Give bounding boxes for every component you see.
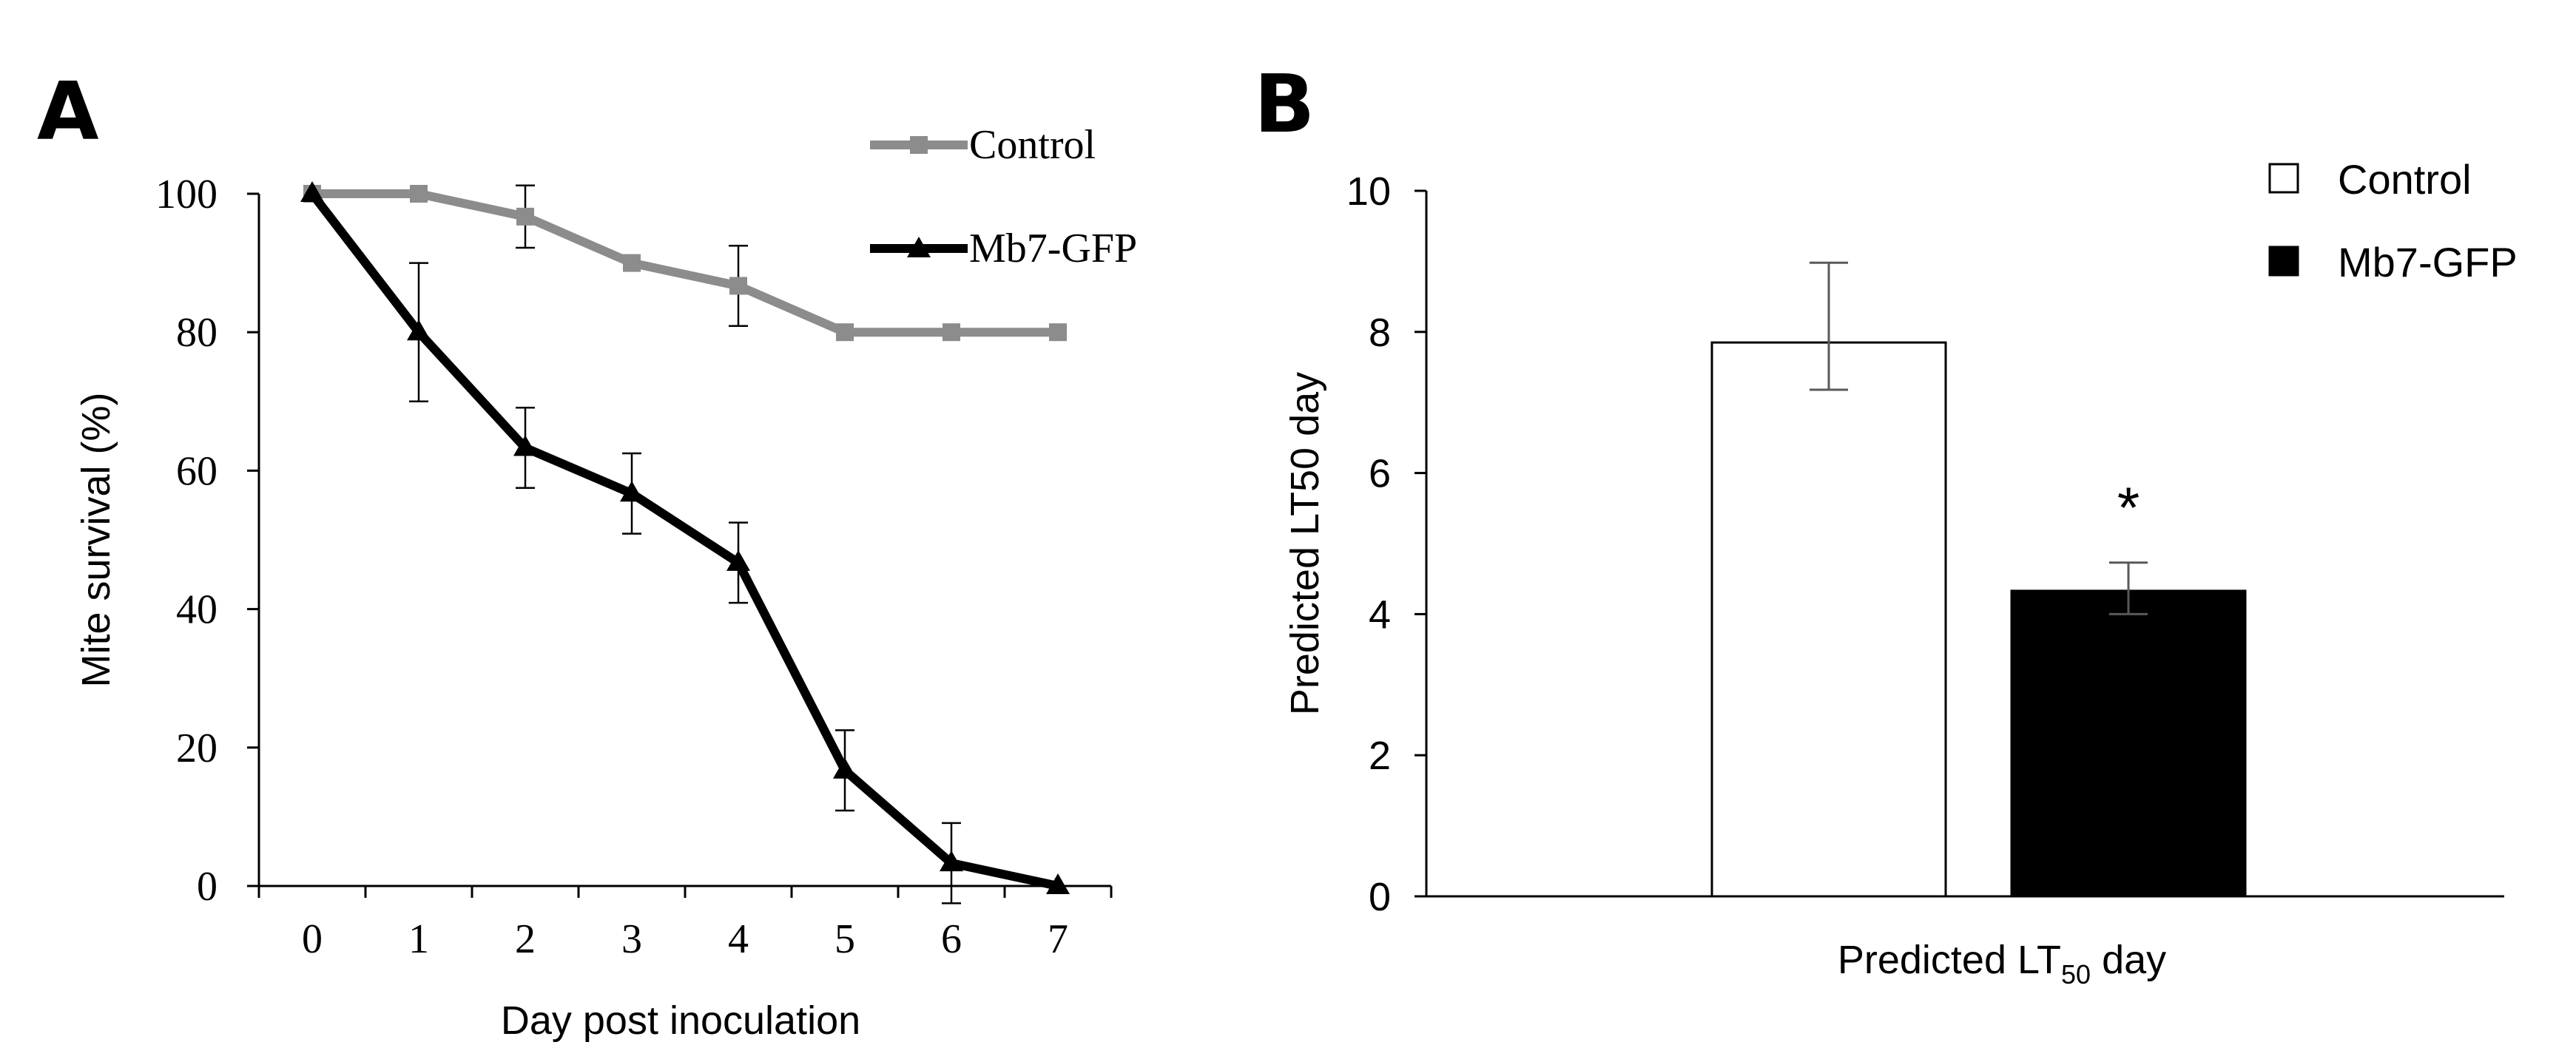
point-mb7 [940,850,963,872]
b-x-axis-label-sub: 50 [2061,959,2091,990]
legend-marker-control [910,136,928,154]
a-y-axis-label: Mite survival (%) [74,392,118,687]
a-y-tick-label: 100 [155,172,218,217]
a-x-tick-label: 7 [1048,916,1068,962]
b-legend-control-label: Control [2338,156,2472,203]
series-line-control [312,189,1058,337]
point-control [836,323,854,342]
a-x-tick-label: 4 [728,916,749,962]
b-y-axis-label: Predicted LT50 day [1283,372,1327,715]
a-tick-labels: 0 1 2 3 4 5 6 7 0 20 40 60 80 100 [155,172,1068,962]
b-legend-mb7-label: Mb7-GFP [2338,239,2518,285]
a-series [300,181,1070,904]
point-mb7 [1046,873,1070,894]
a-x-tick-label: 6 [941,916,962,962]
point-mb7 [300,181,324,202]
a-legend-mb7-label: Mb7-GFP [969,226,1137,271]
a-legend-control-label: Control [969,122,1096,168]
point-mb7 [833,757,857,779]
b-tick-labels: 0 2 4 6 8 10 [1346,169,1391,919]
legend-marker-mb7 [907,237,931,257]
point-mb7 [407,319,431,341]
point-mb7 [620,481,644,502]
a-y-tick-label: 20 [176,726,218,771]
point-control [623,254,641,272]
point-control [943,323,960,342]
b-x-axis-label-tail: day [2091,938,2166,982]
b-y-tick-label: 8 [1369,311,1391,355]
a-legend: Control Mb7-GFP [870,122,1137,271]
b-bars [1710,261,2247,898]
panel-b-letter: B [1254,58,1315,151]
a-y-tick-label: 40 [176,587,218,633]
point-mb7 [726,549,750,571]
point-control [516,207,534,226]
b-y-tick-label: 2 [1369,734,1391,778]
b-legend: Control Mb7-GFP [2268,156,2518,285]
b-x-axis-label: Predicted LT50 day [1838,938,2166,990]
a-x-tick-label: 5 [834,916,855,962]
bar-mb7 [2010,589,2247,898]
panel-b: B 0 2 4 6 8 10 Predicted LT50 day Predicted L… [1254,58,2518,990]
point-control [729,277,747,295]
series-line-mb7 [308,191,1059,890]
a-x-tick-label: 1 [408,916,429,962]
point-mb7 [513,435,537,456]
b-x-axis-label-main: Predicted LT [1838,938,2061,982]
panel-a: A 0 1 2 3 4 5 6 7 0 20 40 60 80 100 Day post inoculat… [37,66,1137,1043]
a-y-tick-label: 0 [197,864,218,910]
significance-asterisk: * [2117,475,2140,540]
b-ticks [1415,189,1426,898]
point-control [1049,323,1067,342]
b-y-tick-label: 10 [1346,169,1391,214]
b-legend-swatch-mb7 [2268,246,2299,277]
a-x-axis-label: Day post inoculation [501,998,860,1043]
b-legend-swatch-control [2268,163,2299,194]
a-x-tick-label: 3 [621,916,642,962]
b-y-tick-label: 0 [1369,875,1391,919]
a-ticks [247,192,1113,898]
b-y-tick-label: 4 [1369,592,1391,637]
a-x-tick-label: 0 [302,916,323,962]
a-x-tick-label: 2 [515,916,536,962]
b-y-tick-label: 6 [1369,452,1391,496]
a-y-tick-label: 60 [176,448,218,494]
bar-control [1710,341,1947,898]
point-control [410,185,428,203]
panel-a-letter: A [37,66,99,158]
a-y-tick-label: 80 [176,310,218,356]
